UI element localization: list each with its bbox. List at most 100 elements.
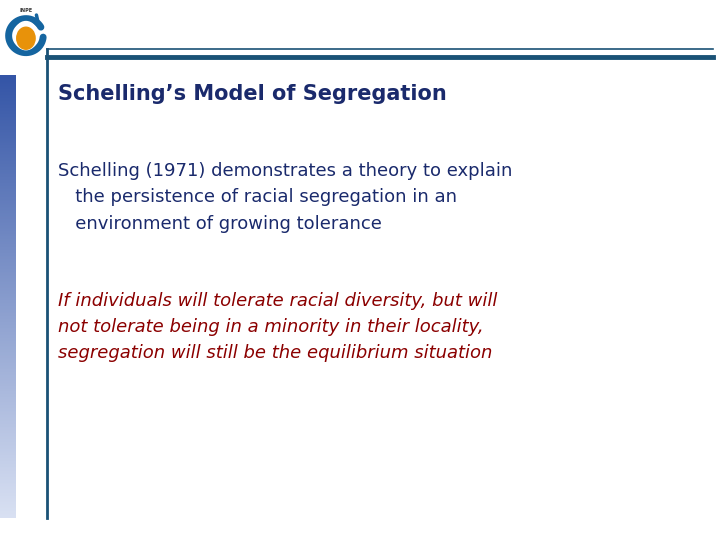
Text: If individuals will tolerate racial diversity, but will
not tolerate being in a : If individuals will tolerate racial dive… [58,292,497,362]
Bar [0,357,16,359]
Bar [0,391,16,393]
Bar [0,93,16,95]
Bar [0,333,16,335]
Bar [0,156,16,158]
Bar [0,239,16,241]
Bar [0,471,16,472]
Bar [0,364,16,366]
Bar [0,478,16,480]
Bar [0,242,16,244]
Bar [0,261,16,263]
Bar [0,87,16,89]
Bar [0,258,16,260]
Bar [0,146,16,148]
Bar [0,190,16,192]
Bar [0,227,16,229]
Bar [0,291,16,293]
Bar [0,462,16,464]
Bar [0,147,16,150]
Bar [0,115,16,117]
Bar [0,174,16,176]
Bar [0,510,16,512]
Bar [0,137,16,139]
Bar [0,166,16,168]
Bar [0,463,16,465]
Bar [0,330,16,333]
Bar [0,427,16,428]
Bar [0,336,16,339]
Bar [0,285,16,287]
Bar [0,388,16,390]
Bar [0,494,16,496]
Bar [0,417,16,420]
Bar [0,313,16,315]
Bar [0,222,16,225]
Bar [0,515,16,517]
Bar [0,490,16,492]
Bar [0,404,16,406]
Bar [0,446,16,448]
Bar [0,125,16,127]
Bar [0,399,16,400]
Bar [0,474,16,476]
Bar [0,238,16,239]
Bar [0,79,16,82]
Bar [0,91,16,93]
Bar [0,260,16,261]
Bar [0,83,16,84]
Bar [0,89,16,90]
Bar [0,81,16,83]
Bar [0,266,16,267]
Bar [0,298,16,300]
Bar [0,244,16,245]
Bar [0,236,16,238]
Bar [0,249,16,251]
Bar [0,277,16,279]
Bar [0,403,16,405]
Bar [0,276,16,278]
Bar [0,289,16,291]
Bar [0,106,16,108]
Text: Schelling’s Model of Segregation: Schelling’s Model of Segregation [58,84,446,104]
Bar [0,99,16,100]
Bar [0,267,16,269]
Bar [0,118,16,120]
Bar [0,423,16,426]
Bar [0,465,16,467]
Bar [0,437,16,438]
Bar [0,77,16,78]
Bar [0,214,16,216]
Bar [0,180,16,182]
Bar [0,119,16,122]
Bar [0,246,16,248]
Bar [0,212,16,214]
Circle shape [17,27,35,49]
Bar [0,100,16,102]
Bar [0,332,16,334]
Bar [0,481,16,483]
Bar [0,373,16,375]
Bar [0,514,16,516]
Bar [0,153,16,156]
Bar [0,500,16,502]
Bar [0,133,16,134]
Bar [0,272,16,273]
Bar [0,487,16,489]
Text: INPE: INPE [19,8,32,13]
Bar [0,385,16,387]
Bar [0,504,16,507]
Bar [0,196,16,198]
Bar [0,342,16,344]
Bar [0,274,16,276]
Bar [0,198,16,200]
Bar [0,96,16,98]
Bar [0,308,16,310]
Bar [0,224,16,226]
Bar [0,183,16,185]
Bar [0,466,16,468]
Bar [0,389,16,392]
Bar [0,176,16,178]
Bar [0,192,16,194]
Bar [0,347,16,349]
Bar [0,320,16,322]
